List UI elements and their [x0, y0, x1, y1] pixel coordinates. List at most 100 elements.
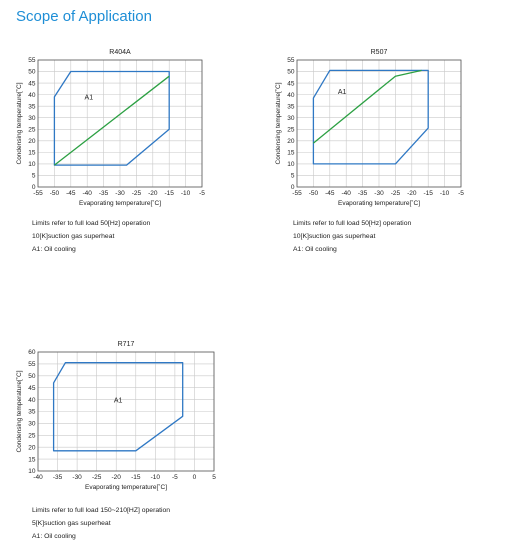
chart-r717-envelope-line [52, 362, 184, 452]
chart-r404a-xtick-label: -55 [33, 190, 43, 197]
chart-r404a-xtick-label: -10 [181, 190, 191, 197]
chart-r507-ytick-label: 0 [291, 184, 295, 191]
chart-r717-ylabel: Condensing temperature[˚C] [15, 370, 23, 452]
chart-r404a-ytick-label: 50 [28, 69, 36, 76]
chart-r507-note-oil: A1: Oil cooling [293, 246, 337, 253]
chart-r404a: -55 -50 -45 -40 -35 -30 -25 -20 -15 -10 -505101520… [15, 49, 205, 207]
chart-r507-ytick-label: 15 [287, 150, 295, 157]
chart-r404a-xtick-label: -30 [115, 190, 125, 197]
chart-r717-xtick-label: -20 [112, 474, 122, 481]
chart-r404a-ytick-label: 15 [28, 150, 36, 157]
chart-r717-region-label: A1 [114, 397, 123, 404]
page-title: Scope of Application [16, 8, 152, 25]
chart-r717-ytick-label: 35 [28, 409, 36, 416]
chart-r404a-ytick-label: 25 [28, 126, 36, 133]
chart-r507-xtick-label: -35 [358, 190, 368, 197]
chart-r507-ytick-label: 5 [291, 173, 295, 180]
chart-r404a-xlabel: Evaporating temperature[˚C] [79, 199, 161, 207]
chart-r404a-ytick-label: 35 [28, 103, 36, 110]
chart-r507-note-superheat: 10[K]suction gas superheat [293, 233, 376, 240]
chart-r717-xtick-label: -35 [53, 474, 63, 481]
chart-r717-xtick-label: 0 [193, 474, 197, 481]
chart-r717-title: R717 [118, 341, 135, 348]
chart-r507-xtick-label: -25 [391, 190, 401, 197]
chart-r507-xtick-label: -10 [440, 190, 450, 197]
chart-r507-note-load: Limits refer to full load 50[Hz] operati… [293, 220, 412, 227]
chart-r507-ytick-label: 20 [287, 138, 295, 145]
chart-r717-ytick-label: 40 [28, 397, 36, 404]
chart-r717-ytick-label: 15 [28, 456, 36, 463]
chart-r717-xtick-label: -40 [33, 474, 43, 481]
chart-r404a-ytick-label: 55 [28, 57, 36, 64]
chart-r404a-ytick-label: 30 [28, 115, 36, 122]
chart-r404a-xtick-label: -20 [148, 190, 158, 197]
chart-r404a-ytick-label: 45 [28, 80, 36, 87]
chart-r507-ytick-label: 55 [287, 57, 295, 64]
chart-r717-ytick-label: 60 [28, 349, 36, 356]
chart-r404a-title: R404A [109, 49, 131, 56]
chart-r507-xtick-label: -50 [309, 190, 319, 197]
chart-r507-xtick-label: -5 [458, 190, 464, 197]
chart-r404a-xtick-label: -25 [132, 190, 142, 197]
chart-r507-ytick-label: 45 [287, 80, 295, 87]
chart-r404a-ylabel: Condensing temperature[˚C] [15, 82, 23, 164]
chart-r404a-xtick-label: -40 [82, 190, 92, 197]
chart-r404a-ytick-label: 0 [32, 184, 36, 191]
chart-r404a-xtick-label: -45 [66, 190, 76, 197]
chart-r507-xtick-label: -20 [407, 190, 417, 197]
chart-r404a-xtick-label: -15 [164, 190, 174, 197]
chart-r717-xtick-label: -15 [131, 474, 141, 481]
chart-r404a-xtick-label: -5 [199, 190, 205, 197]
chart-r717-xtick-label: -10 [151, 474, 161, 481]
chart-r404a-note-superheat: 10[K]suction gas superheat [32, 233, 115, 240]
chart-r717-xtick-label: -25 [92, 474, 102, 481]
chart-r717-ytick-label: 55 [28, 361, 36, 368]
chart-r507-region-label: A1 [338, 89, 347, 96]
chart-r717-xtick-label: -30 [72, 474, 82, 481]
chart-r404a-ytick-label: 40 [28, 92, 36, 99]
chart-r507-ytick-label: 30 [287, 115, 295, 122]
chart-r507-xtick-label: -40 [341, 190, 351, 197]
chart-r507-ylabel: Condensing temperature[˚C] [274, 82, 282, 164]
chart-r507-oil-cooling-line [312, 69, 422, 144]
chart-r404a-oil-cooling-line [54, 75, 170, 166]
chart-r507-xlabel: Evaporating temperature[˚C] [338, 199, 420, 207]
chart-r507-ytick-label: 10 [287, 161, 295, 168]
chart-r404a-xtick-label: -50 [50, 190, 60, 197]
chart-r717-xtick-label: 5 [212, 474, 216, 481]
chart-r507-xtick-label: -30 [374, 190, 384, 197]
chart-r507-xtick-label: -15 [423, 190, 433, 197]
chart-r717-ytick-label: 30 [28, 421, 36, 428]
chart-r404a-ytick-label: 5 [32, 173, 36, 180]
chart-r404a-note-oil: A1: Oil cooling [32, 246, 76, 253]
chart-r717-xlabel: Evaporating temperature[˚C] [85, 483, 167, 491]
chart-r507-plot-frame [296, 59, 462, 188]
chart-r507: -55 -50 -45 -40 -35 -30 -25 -20 -15 -10 -505101520… [274, 49, 464, 207]
chart-r507-ytick-label: 40 [287, 92, 295, 99]
chart-r507-ytick-label: 25 [287, 126, 295, 133]
chart-r717-note-superheat: 5[K]suction gas superheat [32, 520, 111, 527]
chart-r507-title: R507 [371, 49, 388, 56]
chart-r404a-plot-frame [37, 59, 203, 188]
chart-r507-ytick-label: 35 [287, 103, 295, 110]
chart-r507-envelope-line [312, 69, 429, 165]
chart-r507-ytick-label: 50 [287, 69, 295, 76]
chart-r404a-note-load: Limits refer to full load 50[Hz] operati… [32, 220, 151, 227]
chart-r404a-envelope-line [53, 70, 170, 166]
chart-r404a-region-label: A1 [85, 95, 94, 102]
chart-r717-ytick-label: 20 [28, 444, 36, 451]
chart-r717-ytick-label: 50 [28, 373, 36, 380]
chart-r717-xtick-label: -5 [172, 474, 178, 481]
chart-r717: -40 -35 -30 -25 -20 -15 -10 -5 0 5 10 15 20 25 30 35 40 4… [15, 341, 216, 491]
chart-r717-ytick-label: 10 [28, 468, 36, 475]
chart-r717-note-load: Limits refer to full load 150~210[HZ] op… [32, 507, 171, 514]
chart-r404a-ytick-label: 10 [28, 161, 36, 168]
chart-r717-ytick-label: 25 [28, 433, 36, 440]
chart-r717-ytick-label: 45 [28, 385, 36, 392]
chart-r717-note-oil: A1: Oil cooling [32, 533, 76, 540]
chart-r717-plot-frame [37, 351, 215, 472]
chart-r404a-ytick-label: 20 [28, 138, 36, 145]
chart-r507-xtick-label: -55 [292, 190, 302, 197]
chart-r507-xtick-label: -45 [325, 190, 335, 197]
chart-r404a-xtick-label: -35 [99, 190, 109, 197]
